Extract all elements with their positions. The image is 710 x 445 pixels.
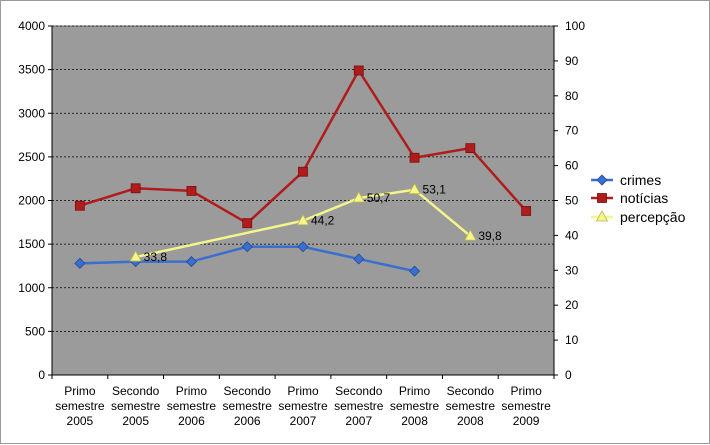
y-left-tick-label: 2500 — [18, 150, 45, 164]
y-right-tick-label: 70 — [565, 124, 579, 138]
noticias-point — [597, 193, 607, 203]
noticias-point — [242, 218, 253, 229]
x-category-label: semestre — [278, 399, 328, 413]
y-right-tick-label: 90 — [565, 54, 579, 68]
y-right-tick-label: 20 — [565, 298, 579, 312]
x-category-label: semestre — [390, 399, 440, 413]
percepcao-point — [464, 229, 477, 241]
noticias-point — [465, 143, 476, 154]
x-category-label: 2008 — [457, 414, 484, 428]
noticias-point — [186, 186, 197, 196]
noticias-point — [130, 183, 141, 194]
x-category-label: 2005 — [122, 414, 149, 428]
percepcao-point — [296, 213, 310, 226]
y-left-tick-label: 1500 — [18, 237, 45, 251]
percepcao-data-label: 39,8 — [478, 229, 502, 243]
x-category-label: Secondo — [112, 384, 160, 398]
x-category-label: 2008 — [401, 414, 428, 428]
crimes-point — [408, 265, 421, 277]
y-right-tick-label: 10 — [565, 333, 579, 347]
y-right-tick-label: 80 — [565, 89, 579, 103]
crimes-point — [241, 241, 253, 253]
y-left-tick-label: 3000 — [18, 106, 45, 120]
x-category-label: Secondo — [335, 384, 383, 398]
percepcao-data-label: 53,1 — [423, 183, 447, 197]
crimes-point — [74, 257, 86, 269]
legend-label: percepção — [620, 209, 686, 225]
percepcao-point — [352, 191, 365, 203]
noticias-point — [409, 152, 420, 163]
crimes-point — [353, 253, 365, 265]
x-category-label: 2005 — [67, 414, 94, 428]
x-category-label: Secondo — [447, 384, 495, 398]
percepcao-point — [129, 250, 142, 262]
noticias-point — [521, 206, 532, 216]
x-category-label: semestre — [446, 399, 496, 413]
y-left-tick-label: 1000 — [18, 281, 45, 295]
y-right-tick-label: 0 — [565, 368, 572, 382]
x-category-label: semestre — [334, 399, 384, 413]
x-category-label: semestre — [111, 399, 161, 413]
x-category-label: 2006 — [234, 414, 261, 428]
x-category-label: Secondo — [224, 384, 272, 398]
y-left-tick-label: 3500 — [18, 63, 45, 77]
y-right-tick-label: 60 — [565, 159, 579, 173]
x-category-label: Primo — [399, 384, 431, 398]
x-category-label: semestre — [501, 399, 551, 413]
y-left-tick-label: 2000 — [18, 194, 45, 208]
x-category-label: 2009 — [513, 414, 540, 428]
x-category-label: Primo — [510, 384, 542, 398]
y-right-tick-label: 50 — [565, 194, 579, 208]
noticias-point — [74, 200, 85, 211]
noticias-point — [353, 65, 364, 76]
y-right-tick-label: 40 — [565, 228, 579, 242]
legend-label: notícias — [620, 190, 668, 206]
percepcao-data-label: 50,7 — [367, 191, 391, 205]
crimes-point — [596, 174, 608, 186]
x-category-label: 2007 — [290, 414, 317, 428]
plot-area — [51, 25, 555, 376]
x-category-label: semestre — [223, 399, 273, 413]
x-category-label: semestre — [55, 399, 105, 413]
y-left-tick-label: 4000 — [18, 19, 45, 33]
noticias-point — [298, 166, 308, 177]
percepcao-point — [595, 210, 609, 222]
x-category-label: 2006 — [178, 414, 205, 428]
x-category-label: Primo — [287, 384, 319, 398]
percepcao-point — [408, 182, 421, 195]
y-left-tick-label: 0 — [38, 368, 45, 382]
x-category-label: Primo — [64, 384, 96, 398]
y-right-tick-label: 30 — [565, 263, 579, 277]
x-category-label: semestre — [167, 399, 217, 413]
y-right-tick-label: 100 — [565, 19, 585, 33]
percepcao-data-label: 44,2 — [311, 214, 335, 228]
y-left-tick-label: 500 — [25, 324, 45, 338]
x-category-label: Primo — [176, 384, 208, 398]
crimes-point — [185, 256, 198, 268]
legend-label: crimes — [620, 172, 661, 188]
crimes-point — [297, 241, 309, 253]
x-category-label: 2007 — [345, 414, 372, 428]
percepcao-data-label: 33,8 — [144, 250, 168, 264]
